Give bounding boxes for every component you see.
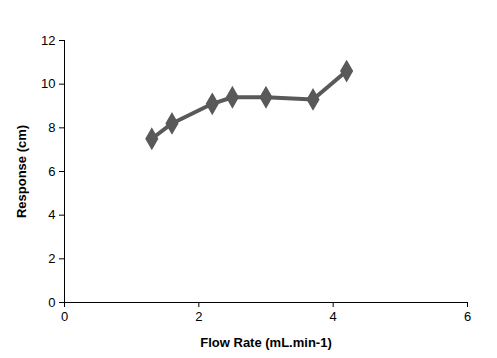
svg-text:12: 12 xyxy=(41,33,55,48)
svg-text:Flow Rate (mL.min-1): Flow Rate (mL.min-1) xyxy=(200,335,331,350)
svg-text:2: 2 xyxy=(195,309,202,324)
svg-text:Response (cm): Response (cm) xyxy=(14,125,29,218)
svg-text:10: 10 xyxy=(41,76,55,91)
svg-text:6: 6 xyxy=(48,164,55,179)
svg-text:4: 4 xyxy=(330,309,337,324)
svg-text:8: 8 xyxy=(48,120,55,135)
svg-text:0: 0 xyxy=(61,309,68,324)
svg-text:0: 0 xyxy=(48,295,55,310)
svg-text:2: 2 xyxy=(48,251,55,266)
svg-text:4: 4 xyxy=(48,207,55,222)
svg-text:6: 6 xyxy=(464,309,471,324)
